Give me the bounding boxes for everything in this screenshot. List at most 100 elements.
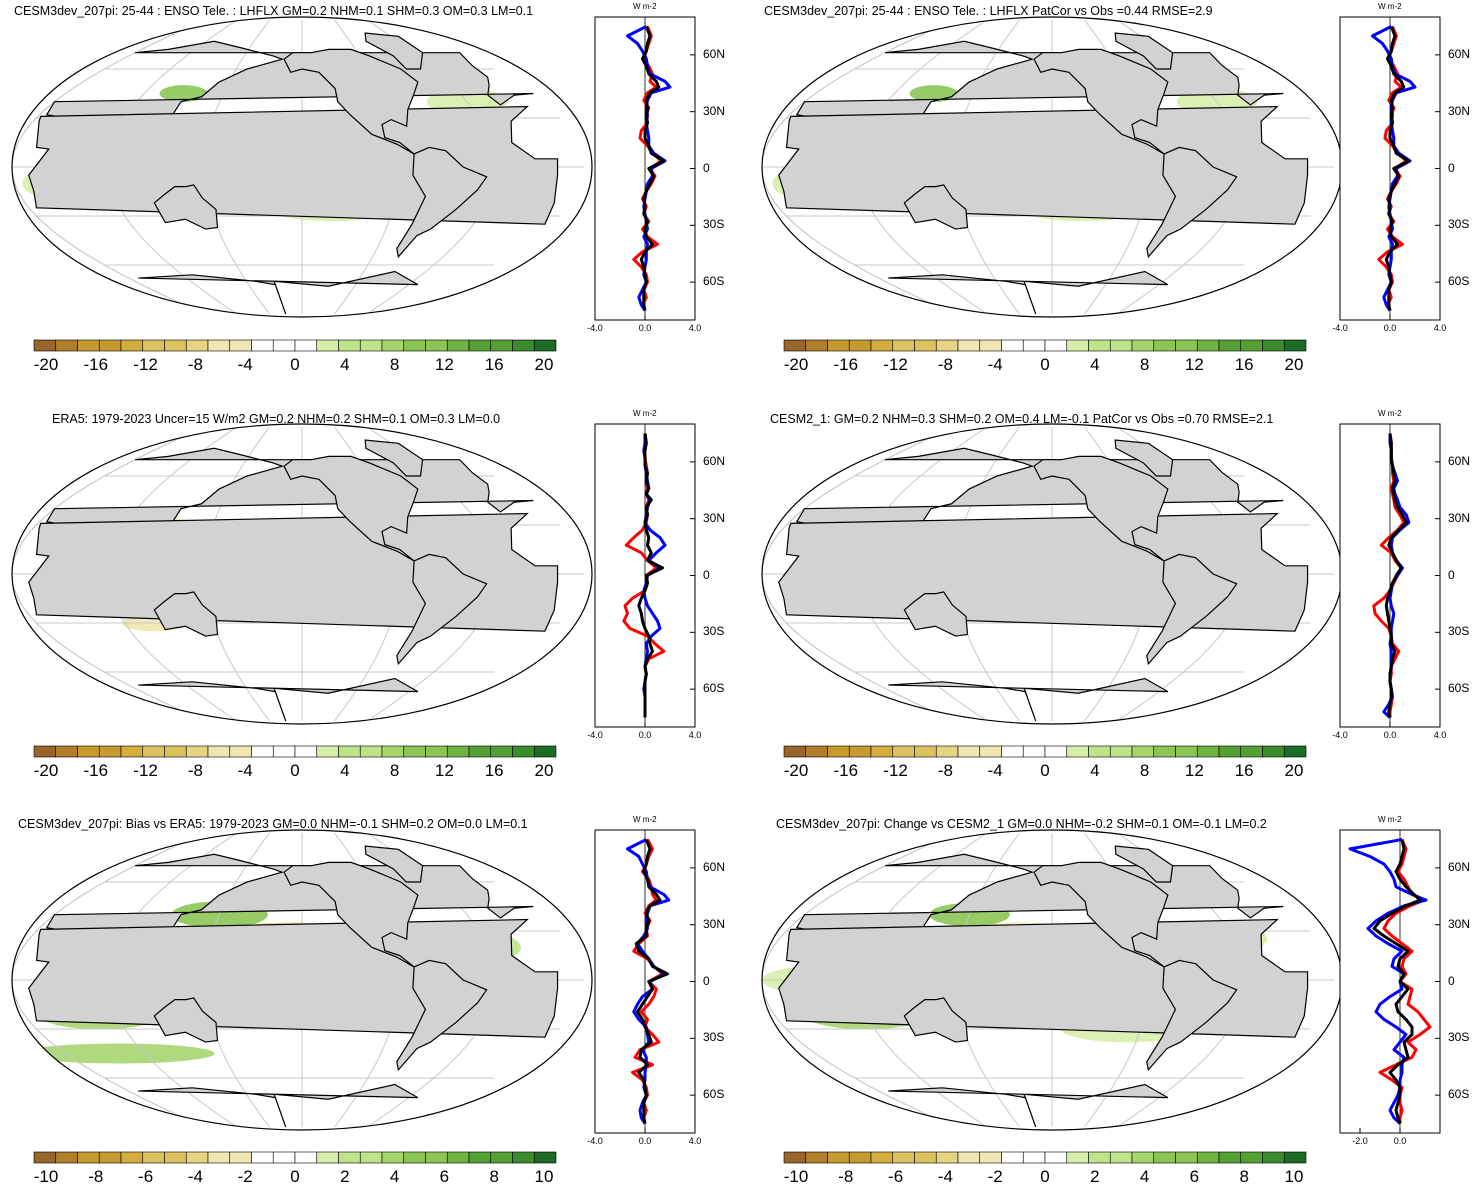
- panel-bias-vs-era5: [11, 829, 696, 1164]
- colorbar-box: [229, 1151, 252, 1164]
- zonal-lat-label: 60N: [1448, 859, 1471, 874]
- colorbar-box: [1240, 339, 1263, 352]
- colorbar-box: [468, 745, 492, 758]
- colorbar-label: -20: [33, 761, 59, 780]
- panel-cesm3-patcor: [761, 16, 1441, 352]
- colorbar-box: [805, 745, 828, 758]
- zonal-lat-label: 30S: [703, 624, 725, 639]
- colorbar-box: [185, 339, 209, 352]
- colorbar-box: [77, 1151, 100, 1164]
- colorbar-box: [1153, 1151, 1176, 1164]
- land-africa: [28, 918, 559, 1038]
- colorbar-box: [98, 745, 122, 758]
- colorbar-box: [120, 1151, 144, 1164]
- land-africa: [778, 918, 1309, 1038]
- colorbar-box: [1153, 745, 1176, 758]
- zonal-x-label: 4.0: [688, 730, 702, 740]
- colorbar-box: [164, 339, 187, 352]
- colorbar-box: [805, 1151, 828, 1164]
- colorbar-box: [316, 745, 339, 758]
- colorbar-label: -12: [883, 761, 908, 780]
- zonal-lat-label: 60S: [1448, 1087, 1470, 1102]
- colorbar-box: [805, 339, 828, 352]
- panel-era5: [11, 423, 696, 758]
- colorbar-box: [120, 339, 144, 352]
- colorbar-box: [979, 1151, 1002, 1164]
- colorbar-label: -8: [187, 761, 203, 780]
- zonal-lat-label: 0: [1448, 160, 1455, 175]
- colorbar-box: [294, 339, 318, 352]
- colorbar-box: [316, 1151, 339, 1164]
- colorbar-box: [1066, 339, 1089, 352]
- zonal-lat-label: 60N: [1448, 46, 1471, 61]
- zonal-mean-plot: [1339, 423, 1441, 728]
- zonal-mean-plot: [594, 16, 696, 321]
- land-antarctica: [888, 270, 1169, 315]
- zonal-lat-label: 0: [703, 973, 710, 988]
- colorbar-label: -12: [133, 761, 158, 780]
- colorbar-box: [185, 1151, 209, 1164]
- colorbar-box: [446, 339, 470, 352]
- land-greenland: [1114, 32, 1174, 70]
- zonal-unit: W m-2: [1378, 409, 1402, 418]
- colorbar-box: [272, 745, 296, 758]
- colorbar-box: [490, 1151, 513, 1164]
- zonal-lat-label: 30S: [1448, 1030, 1470, 1045]
- land-africa: [28, 105, 559, 225]
- land-south-america: [1146, 146, 1238, 259]
- colorbar-box: [468, 1151, 492, 1164]
- colorbar-box: [142, 339, 165, 352]
- colorbar-box: [935, 745, 959, 758]
- zonal-mean-plot: [1339, 16, 1441, 321]
- land-africa: [778, 105, 1309, 225]
- colorbar-box: [425, 1151, 448, 1164]
- colorbar-label: 0: [290, 761, 300, 780]
- colorbar-box: [55, 745, 78, 758]
- colorbar-box: [1218, 339, 1242, 352]
- zonal-line-model-obs: [1384, 25, 1411, 311]
- zonal-x-label: -4.0: [587, 730, 603, 740]
- colorbar-box: [1001, 339, 1024, 352]
- graticule-lon: [12, 19, 205, 315]
- colorbar-box: [207, 1151, 231, 1164]
- map-border: [11, 829, 593, 1131]
- colorbar-label: 12: [434, 355, 454, 374]
- zonal-x-label: 0.0: [638, 1136, 652, 1146]
- land-australia: [903, 184, 969, 230]
- colorbar-box: [77, 339, 100, 352]
- land-south-america: [396, 553, 488, 666]
- panel-cesm2: [761, 423, 1441, 758]
- colorbar-label: 10: [1284, 1167, 1304, 1186]
- colorbar-box: [512, 745, 535, 758]
- colorbar-box: [207, 745, 231, 758]
- zonal-x-label: -2.0: [1352, 1136, 1368, 1146]
- colorbar-box: [1088, 745, 1111, 758]
- colorbar-label: -20: [783, 355, 809, 374]
- map-area: [762, 17, 1342, 317]
- colorbar-label: -8: [937, 355, 953, 374]
- colorbar-label: 20: [534, 355, 554, 374]
- colorbar-label: 0: [1040, 761, 1050, 780]
- colorbar-box: [1022, 745, 1046, 758]
- colorbar-box: [207, 339, 231, 352]
- zonal-line-model-obs: [634, 838, 669, 1124]
- colorbar-label: -16: [833, 355, 859, 374]
- land-south-america: [1146, 959, 1238, 1072]
- colorbar-box: [892, 339, 915, 352]
- colorbar-label: 8: [1139, 355, 1150, 374]
- colorbar-box: [251, 339, 274, 352]
- colorbar-box: [381, 745, 405, 758]
- land-greenland: [364, 439, 424, 477]
- zonal-lat-label: 60S: [1448, 274, 1470, 289]
- zonal-x-label: -4.0: [587, 323, 603, 333]
- colorbar-label: -16: [833, 761, 859, 780]
- zonal-mean-plot: [594, 829, 696, 1134]
- land-antarctica: [138, 1083, 419, 1128]
- colorbar-label: 4: [1090, 761, 1100, 780]
- colorbar-box: [185, 745, 209, 758]
- colorbar-box: [446, 745, 470, 758]
- colorbar-box: [338, 339, 361, 352]
- zonal-line-model-obs: [637, 433, 664, 718]
- colorbar-box: [512, 1151, 535, 1164]
- colorbar-box: [294, 745, 318, 758]
